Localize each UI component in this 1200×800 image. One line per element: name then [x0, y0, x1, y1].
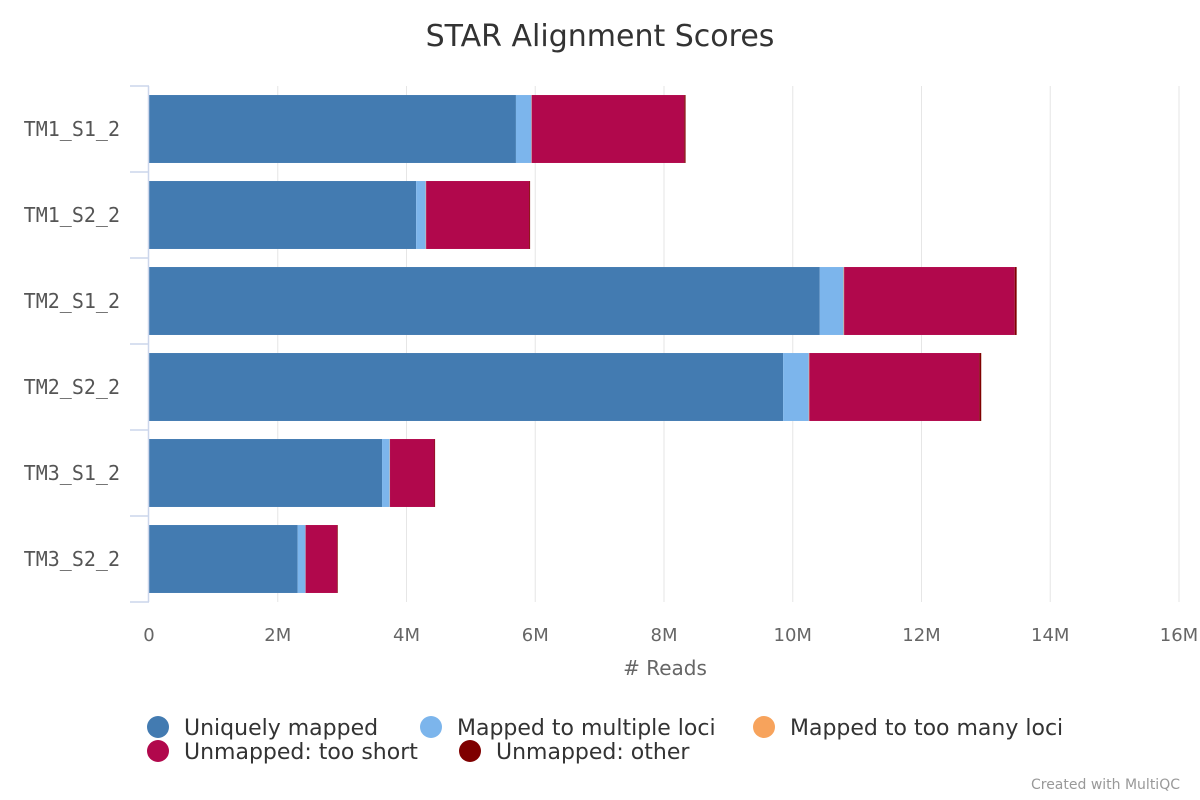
bar-segment[interactable]: [515, 95, 532, 163]
bar-segment[interactable]: [149, 353, 784, 421]
x-tick-label: 6M: [522, 625, 549, 646]
legend-swatch: [147, 716, 169, 738]
bar-segment[interactable]: [819, 267, 844, 335]
bar-segment[interactable]: [684, 95, 686, 163]
legend-label: Unmapped: other: [496, 740, 690, 765]
category-label: TM2_S2_2: [24, 375, 120, 399]
legend-swatch: [147, 740, 169, 762]
x-tick-label: 10M: [774, 625, 812, 646]
bar-segment[interactable]: [979, 353, 982, 421]
legend-item[interactable]: Mapped to multiple loci: [420, 716, 716, 741]
legend-label: Unmapped: too short: [184, 740, 418, 765]
legend-label: Mapped to too many loci: [790, 716, 1063, 741]
bar-segment[interactable]: [531, 95, 685, 163]
legend-swatch: [420, 716, 442, 738]
bar-segment[interactable]: [843, 267, 845, 335]
bar-segment[interactable]: [1014, 267, 1017, 335]
bar-segment[interactable]: [149, 181, 417, 249]
x-axis-title: # Reads: [623, 656, 707, 680]
bar-segment[interactable]: [149, 267, 820, 335]
bar-segment[interactable]: [808, 353, 810, 421]
bar-segment[interactable]: [809, 353, 980, 421]
axis-layer: 0 2M 4M 6M 8M 10M 12M 14M 16M TM1_S1_2 TM1_S2_2 TM2…: [24, 85, 1198, 646]
legend-item[interactable]: Uniquely mapped: [147, 716, 378, 741]
bar-segment[interactable]: [149, 525, 298, 593]
bar-segment[interactable]: [844, 267, 1015, 335]
legend-item[interactable]: Unmapped: other: [459, 740, 690, 765]
chart-title: STAR Alignment Scores: [426, 19, 775, 54]
legend-swatch: [459, 740, 481, 762]
bar-segment[interactable]: [416, 181, 426, 249]
category-label: TM2_S1_2: [24, 289, 120, 313]
bar-segment[interactable]: [149, 439, 383, 507]
category-label: TM3_S1_2: [24, 461, 120, 485]
bar-segment[interactable]: [529, 181, 531, 249]
bar-segment[interactable]: [783, 353, 809, 421]
credit-text[interactable]: Created with MultiQC: [1031, 777, 1180, 793]
grid-layer: [277, 86, 1180, 602]
x-tick-label: 12M: [902, 625, 940, 646]
category-label: TM1_S2_2: [24, 203, 120, 227]
category-label: TM1_S1_2: [24, 117, 120, 141]
bar-segment[interactable]: [390, 439, 435, 507]
legend-item[interactable]: Mapped to too many loci: [753, 716, 1063, 741]
legend-label: Mapped to multiple loci: [457, 716, 716, 741]
x-tick-label: 16M: [1160, 625, 1198, 646]
x-tick-label: 2M: [264, 625, 291, 646]
x-tick-label: 8M: [651, 625, 678, 646]
bars-layer: [149, 95, 1017, 593]
bar-segment[interactable]: [382, 439, 390, 507]
bar-segment[interactable]: [297, 525, 306, 593]
legend-item[interactable]: Unmapped: too short: [147, 740, 418, 765]
x-tick-label: 14M: [1031, 625, 1069, 646]
x-tick-label: 4M: [393, 625, 420, 646]
bar-segment[interactable]: [305, 525, 338, 593]
legend[interactable]: Uniquely mapped Mapped to multiple loci Ma…: [147, 716, 1063, 765]
bar-segment[interactable]: [434, 439, 436, 507]
category-label: TM3_S2_2: [24, 547, 120, 571]
bar-segment[interactable]: [149, 95, 516, 163]
legend-swatch: [753, 716, 775, 738]
legend-label: Uniquely mapped: [184, 716, 378, 741]
bar-segment[interactable]: [337, 525, 338, 593]
bar-segment[interactable]: [426, 181, 530, 249]
x-tick-label: 0: [143, 625, 154, 646]
